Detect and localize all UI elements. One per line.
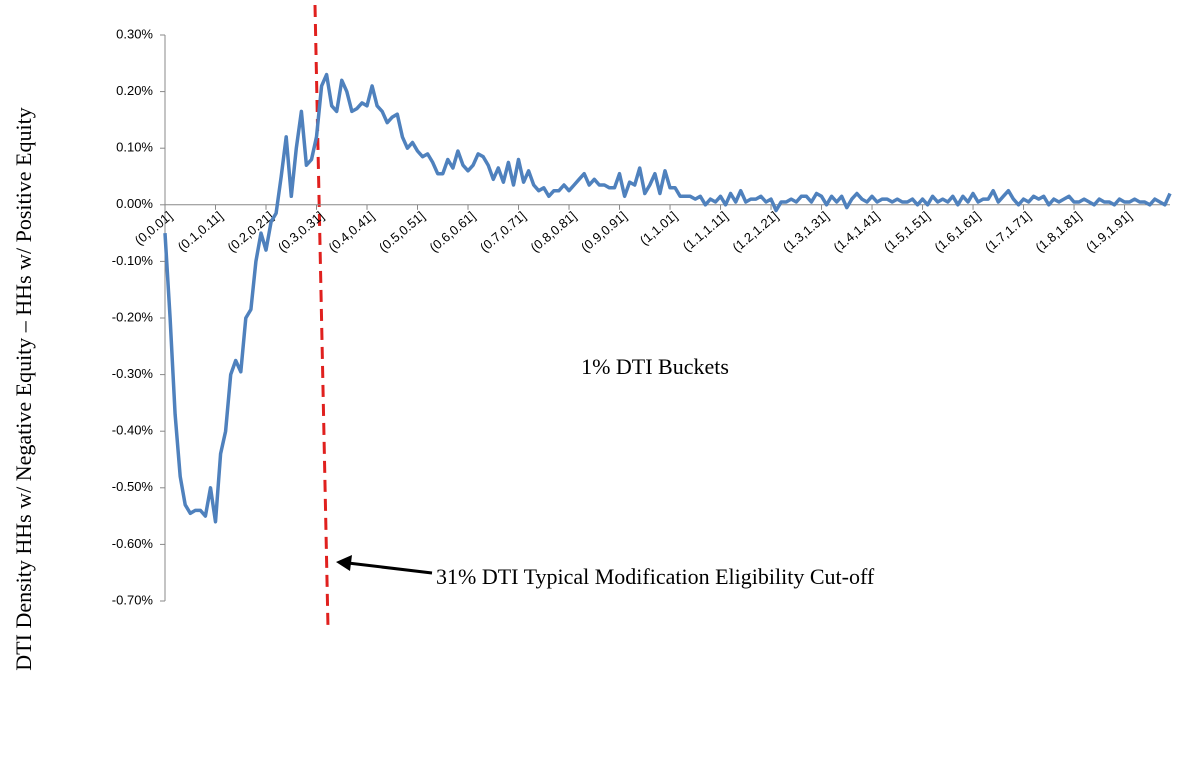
x-tick-label: (1.5,1.51]	[881, 208, 933, 255]
y-tick-label: -0.60%	[112, 536, 154, 551]
y-tick-label: -0.20%	[112, 309, 154, 324]
x-tick-label: (0.5,0.51]	[376, 208, 428, 255]
cutoff-line	[313, 4, 330, 629]
x-tick-label: (0.4,0.41]	[325, 208, 377, 255]
x-tick-label: (0.8,0.81]	[527, 208, 579, 255]
y-tick-label: 0.00%	[116, 196, 153, 211]
y-tick-label: -0.40%	[112, 423, 154, 438]
x-tick-label: (0.1,0.11]	[175, 208, 226, 254]
x-tick-label: (0.9,0.91]	[578, 208, 630, 255]
x-tick-label: (1.3,1.31]	[780, 208, 832, 255]
y-tick-label: -0.30%	[112, 366, 154, 381]
y-axis-label: DTI Density HHs w/ Negative Equity – HHs…	[11, 107, 36, 670]
y-tick-label: -0.50%	[112, 479, 154, 494]
x-tick-label: (0.7,0.71]	[477, 208, 529, 255]
x-tick-label: (1,1.01]	[637, 208, 680, 248]
x-tick-label: (1.7,1.71]	[982, 208, 1034, 255]
x-axis-label: 1% DTI Buckets	[581, 354, 729, 379]
y-tick-label: 0.30%	[116, 26, 153, 41]
y-tick-label: 0.20%	[116, 83, 153, 98]
x-tick-label: (1.9,1.91]	[1083, 208, 1135, 255]
y-tick-label: 0.10%	[116, 140, 153, 155]
x-tick-label: (1.8,1.81]	[1032, 208, 1084, 255]
arrow-shaft	[347, 561, 433, 575]
y-tick-label: -0.10%	[112, 253, 154, 268]
y-tick-label: -0.70%	[112, 592, 154, 607]
x-tick-label: (1.2,1.21]	[729, 208, 781, 255]
x-tick-label: (0,0.01]	[132, 208, 175, 248]
x-tick-label: (1.4,1.41]	[830, 208, 882, 255]
data-line	[163, 72, 1172, 524]
x-tick-label: (0.3,0.31]	[275, 208, 327, 255]
arrow-head	[336, 555, 352, 571]
x-tick-label: (1.1,1.11]	[680, 208, 731, 254]
annotation: 31% DTI Typical Modification Eligibility…	[436, 564, 875, 589]
x-tick-label: (0.6,0.61]	[426, 208, 478, 255]
x-tick-label: (1.6,1.61]	[931, 208, 983, 255]
